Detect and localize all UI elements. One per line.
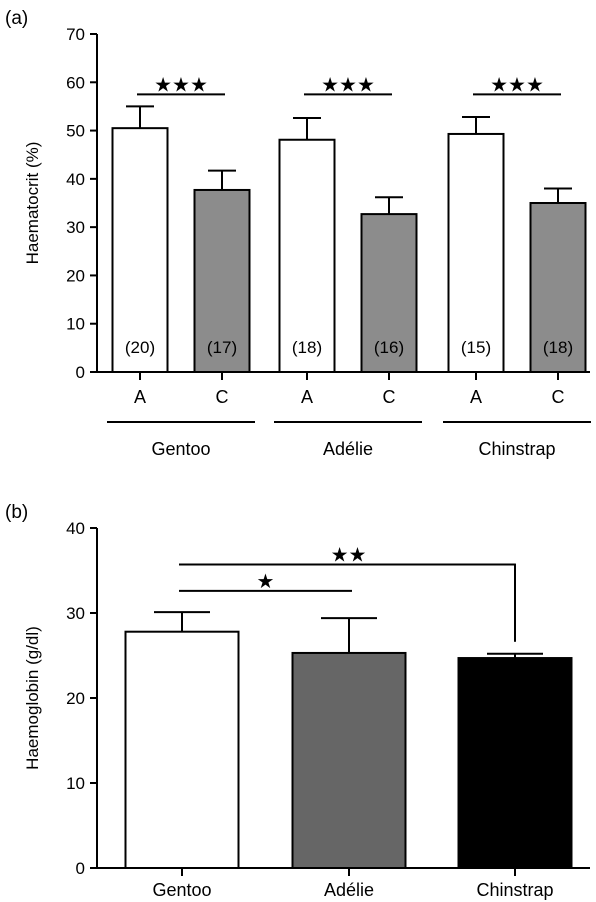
y-tick-label: 30 (66, 604, 85, 623)
bar (529, 202, 587, 373)
panel-a-haematocrit-chart: (a) 0 10 20 30 40 50 60 70 Haematocrit (%) (20) A (1… (5, 8, 591, 459)
significance-stars: ★★★ (154, 74, 208, 96)
group-label: Adélie (323, 439, 373, 459)
sample-size-label: (15) (461, 338, 491, 357)
panel-label: (b) (5, 502, 28, 523)
significance-stars: ★★★ (321, 74, 375, 96)
y-tick-label: 0 (76, 859, 85, 878)
y-tick-label: 50 (66, 122, 85, 141)
y-tick-label: 30 (66, 218, 85, 237)
bar (111, 127, 169, 373)
x-category-label: C (552, 387, 565, 407)
panel-label: (a) (5, 8, 28, 29)
bar (193, 188, 251, 373)
significance-stars: ★ (257, 571, 275, 593)
bar (457, 657, 573, 869)
y-tick-label: 20 (66, 689, 85, 708)
x-category-label: A (301, 387, 313, 407)
sample-size-label: (18) (543, 338, 573, 357)
bar (447, 132, 505, 373)
y-tick-label: 10 (66, 315, 85, 334)
bar (124, 630, 240, 870)
significance-stars: ★★ (331, 545, 367, 567)
x-category-label: Chinstrap (476, 880, 553, 900)
sample-size-label: (20) (125, 338, 155, 357)
x-category-label: C (216, 387, 229, 407)
y-tick-label: 40 (66, 170, 85, 189)
bar (360, 213, 418, 373)
y-tick-label: 70 (66, 25, 85, 44)
y-axis-title: Haemoglobin (g/dl) (23, 626, 42, 770)
panel-b-haemoglobin-chart: (b) 0 10 20 30 40 Haemoglobin (g/dl) Gentoo Adél… (5, 502, 590, 900)
y-tick-label: 20 (66, 266, 85, 285)
x-category-label: C (383, 387, 396, 407)
y-tick-label: 60 (66, 73, 85, 92)
y-tick-label: 10 (66, 774, 85, 793)
x-category-label: A (134, 387, 146, 407)
group-label: Gentoo (151, 439, 210, 459)
x-category-label: Gentoo (152, 880, 211, 900)
significance-stars: ★★★ (490, 74, 544, 96)
y-tick-label: 40 (66, 519, 85, 538)
bar (291, 651, 407, 870)
sample-size-label: (18) (292, 338, 322, 357)
sample-size-label: (17) (207, 338, 237, 357)
x-category-label: Adélie (324, 880, 374, 900)
y-axis-title: Haematocrit (%) (23, 142, 42, 265)
group-label: Chinstrap (478, 439, 555, 459)
bar (278, 138, 336, 373)
y-tick-label: 0 (76, 363, 85, 382)
sample-size-label: (16) (374, 338, 404, 357)
x-category-label: A (470, 387, 482, 407)
